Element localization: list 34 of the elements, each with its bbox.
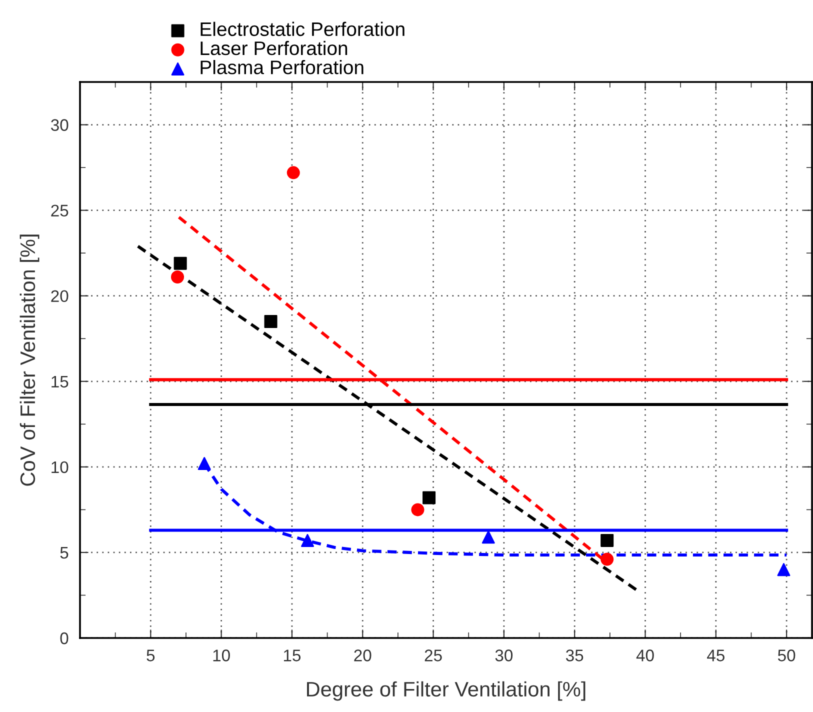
x-tick-label: 5 (146, 650, 155, 662)
point (171, 270, 184, 284)
y-tick-label: 0 (60, 632, 68, 644)
y-tick-label: 15 (52, 376, 68, 388)
x-axis-title: Degree of Filter Ventilation [%] (307, 681, 586, 701)
legend-label: Plasma Perforation (200, 60, 364, 74)
y-tick-label: 10 (52, 461, 68, 474)
point (777, 563, 790, 576)
point (411, 503, 424, 516)
x-tick-label: 25 (424, 650, 442, 662)
point (600, 552, 614, 566)
point (174, 256, 187, 270)
x-tick-label: 15 (284, 650, 301, 662)
y-tick-label: 5 (60, 547, 68, 559)
point (600, 534, 614, 547)
point (482, 530, 495, 544)
x-tick-label: 40 (636, 650, 654, 662)
y-axis-title: CoV of Filter Ventilation [%] (20, 234, 40, 486)
legend-label: Electrostatic Perforation (200, 22, 404, 36)
x-tick-label: 50 (778, 650, 796, 662)
point (264, 315, 278, 328)
x-tick-label: 30 (495, 650, 513, 662)
x-tick-label: 20 (354, 650, 372, 662)
point (198, 456, 211, 470)
x-tick-label: 45 (707, 650, 724, 662)
y-tick-label: 25 (51, 204, 68, 217)
x-tick-label: 10 (213, 650, 230, 662)
y-tick-label: 20 (51, 290, 68, 302)
point (301, 534, 314, 547)
x-tick-label: 35 (566, 650, 584, 662)
point (422, 491, 436, 504)
point (286, 166, 300, 180)
y-tick-label: 30 (50, 119, 68, 131)
legend-label: Laser Perforation (200, 40, 348, 56)
